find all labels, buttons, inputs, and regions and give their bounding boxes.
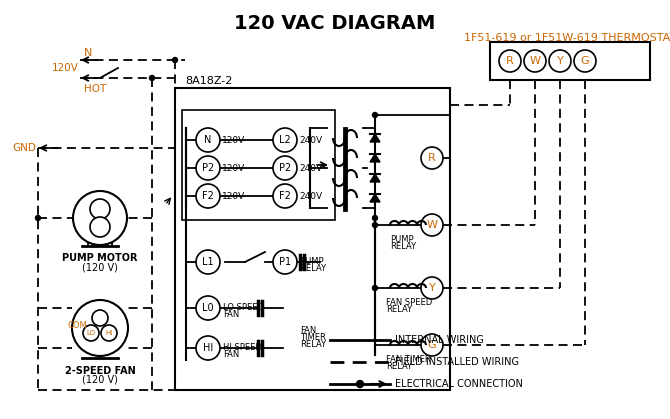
Text: P2: P2: [202, 163, 214, 173]
Text: L2: L2: [279, 135, 291, 145]
Text: HI: HI: [105, 330, 113, 336]
Circle shape: [273, 128, 297, 152]
Circle shape: [373, 222, 377, 228]
Text: RELAY: RELAY: [386, 362, 412, 371]
Text: HI SPEED: HI SPEED: [223, 343, 262, 352]
Text: 120V: 120V: [52, 63, 79, 73]
Circle shape: [373, 285, 377, 290]
FancyBboxPatch shape: [490, 42, 650, 80]
Text: W: W: [529, 56, 541, 66]
Circle shape: [356, 380, 364, 388]
Text: HOT: HOT: [84, 84, 107, 94]
Circle shape: [421, 147, 443, 169]
Circle shape: [574, 50, 596, 72]
Text: G: G: [427, 340, 436, 350]
Text: ELECTRICAL CONNECTION: ELECTRICAL CONNECTION: [395, 379, 523, 389]
Text: 120V: 120V: [222, 135, 245, 145]
Text: FIELD INSTALLED WIRING: FIELD INSTALLED WIRING: [395, 357, 519, 367]
Text: INTERNAL WIRING: INTERNAL WIRING: [395, 335, 484, 345]
Text: W: W: [427, 220, 438, 230]
Text: 2-SPEED FAN: 2-SPEED FAN: [64, 366, 135, 376]
Text: FAN TIMER: FAN TIMER: [386, 355, 431, 364]
Text: N: N: [84, 48, 92, 58]
Text: (120 V): (120 V): [82, 375, 118, 385]
Text: LO: LO: [86, 330, 96, 336]
Text: GND: GND: [12, 143, 36, 153]
Circle shape: [196, 336, 220, 360]
Text: PUMP: PUMP: [390, 235, 413, 244]
Circle shape: [196, 184, 220, 208]
Polygon shape: [370, 134, 380, 142]
Text: PUMP MOTOR: PUMP MOTOR: [62, 253, 138, 263]
Text: LO SPEED: LO SPEED: [223, 303, 264, 312]
Text: RELAY: RELAY: [386, 305, 412, 314]
Text: FAN: FAN: [223, 350, 239, 359]
Circle shape: [83, 325, 99, 341]
Text: PUMP: PUMP: [300, 257, 324, 266]
Text: 1F51-619 or 1F51W-619 THERMOSTAT: 1F51-619 or 1F51W-619 THERMOSTAT: [464, 33, 670, 43]
Text: Y: Y: [429, 283, 436, 293]
Text: R: R: [506, 56, 514, 66]
Circle shape: [421, 214, 443, 236]
FancyBboxPatch shape: [182, 110, 335, 220]
Text: P2: P2: [279, 163, 291, 173]
Text: RELAY: RELAY: [300, 264, 326, 273]
Circle shape: [149, 75, 155, 80]
Text: 120 VAC DIAGRAM: 120 VAC DIAGRAM: [234, 14, 436, 33]
Text: F2: F2: [202, 191, 214, 201]
Circle shape: [524, 50, 546, 72]
Circle shape: [499, 50, 521, 72]
Circle shape: [36, 215, 40, 220]
Circle shape: [373, 215, 377, 220]
Text: 120V: 120V: [222, 191, 245, 201]
Circle shape: [549, 50, 571, 72]
Circle shape: [90, 199, 110, 219]
Circle shape: [92, 310, 108, 326]
Text: 240V: 240V: [299, 191, 322, 201]
Text: 8A18Z-2: 8A18Z-2: [185, 76, 232, 86]
Circle shape: [196, 296, 220, 320]
Text: FAN SPEED: FAN SPEED: [386, 298, 432, 307]
Circle shape: [196, 156, 220, 180]
Circle shape: [421, 277, 443, 299]
Text: (120 V): (120 V): [82, 262, 118, 272]
Circle shape: [196, 128, 220, 152]
Text: R: R: [428, 153, 436, 163]
Text: COM: COM: [68, 321, 88, 331]
Circle shape: [72, 300, 128, 356]
Circle shape: [172, 57, 178, 62]
Text: G: G: [581, 56, 590, 66]
Text: 240V: 240V: [299, 163, 322, 173]
Circle shape: [273, 250, 297, 274]
Circle shape: [73, 191, 127, 245]
Text: 240V: 240V: [299, 135, 322, 145]
FancyBboxPatch shape: [175, 88, 450, 390]
Text: F2: F2: [279, 191, 291, 201]
Text: RELAY: RELAY: [390, 242, 416, 251]
Circle shape: [421, 334, 443, 356]
Circle shape: [90, 217, 110, 237]
Text: HI: HI: [203, 343, 213, 353]
Text: N: N: [204, 135, 212, 145]
Text: 120V: 120V: [222, 163, 245, 173]
Circle shape: [273, 184, 297, 208]
Text: TIMER: TIMER: [300, 333, 326, 342]
Polygon shape: [370, 194, 380, 202]
Circle shape: [101, 325, 117, 341]
Polygon shape: [370, 174, 380, 182]
Text: Y: Y: [557, 56, 563, 66]
Text: L0: L0: [202, 303, 214, 313]
Polygon shape: [370, 154, 380, 162]
Text: FAN: FAN: [223, 310, 239, 319]
Circle shape: [196, 250, 220, 274]
Text: RELAY: RELAY: [300, 340, 326, 349]
Text: FAN: FAN: [300, 326, 316, 335]
Circle shape: [373, 112, 377, 117]
Text: L1: L1: [202, 257, 214, 267]
Text: P1: P1: [279, 257, 291, 267]
Circle shape: [273, 156, 297, 180]
